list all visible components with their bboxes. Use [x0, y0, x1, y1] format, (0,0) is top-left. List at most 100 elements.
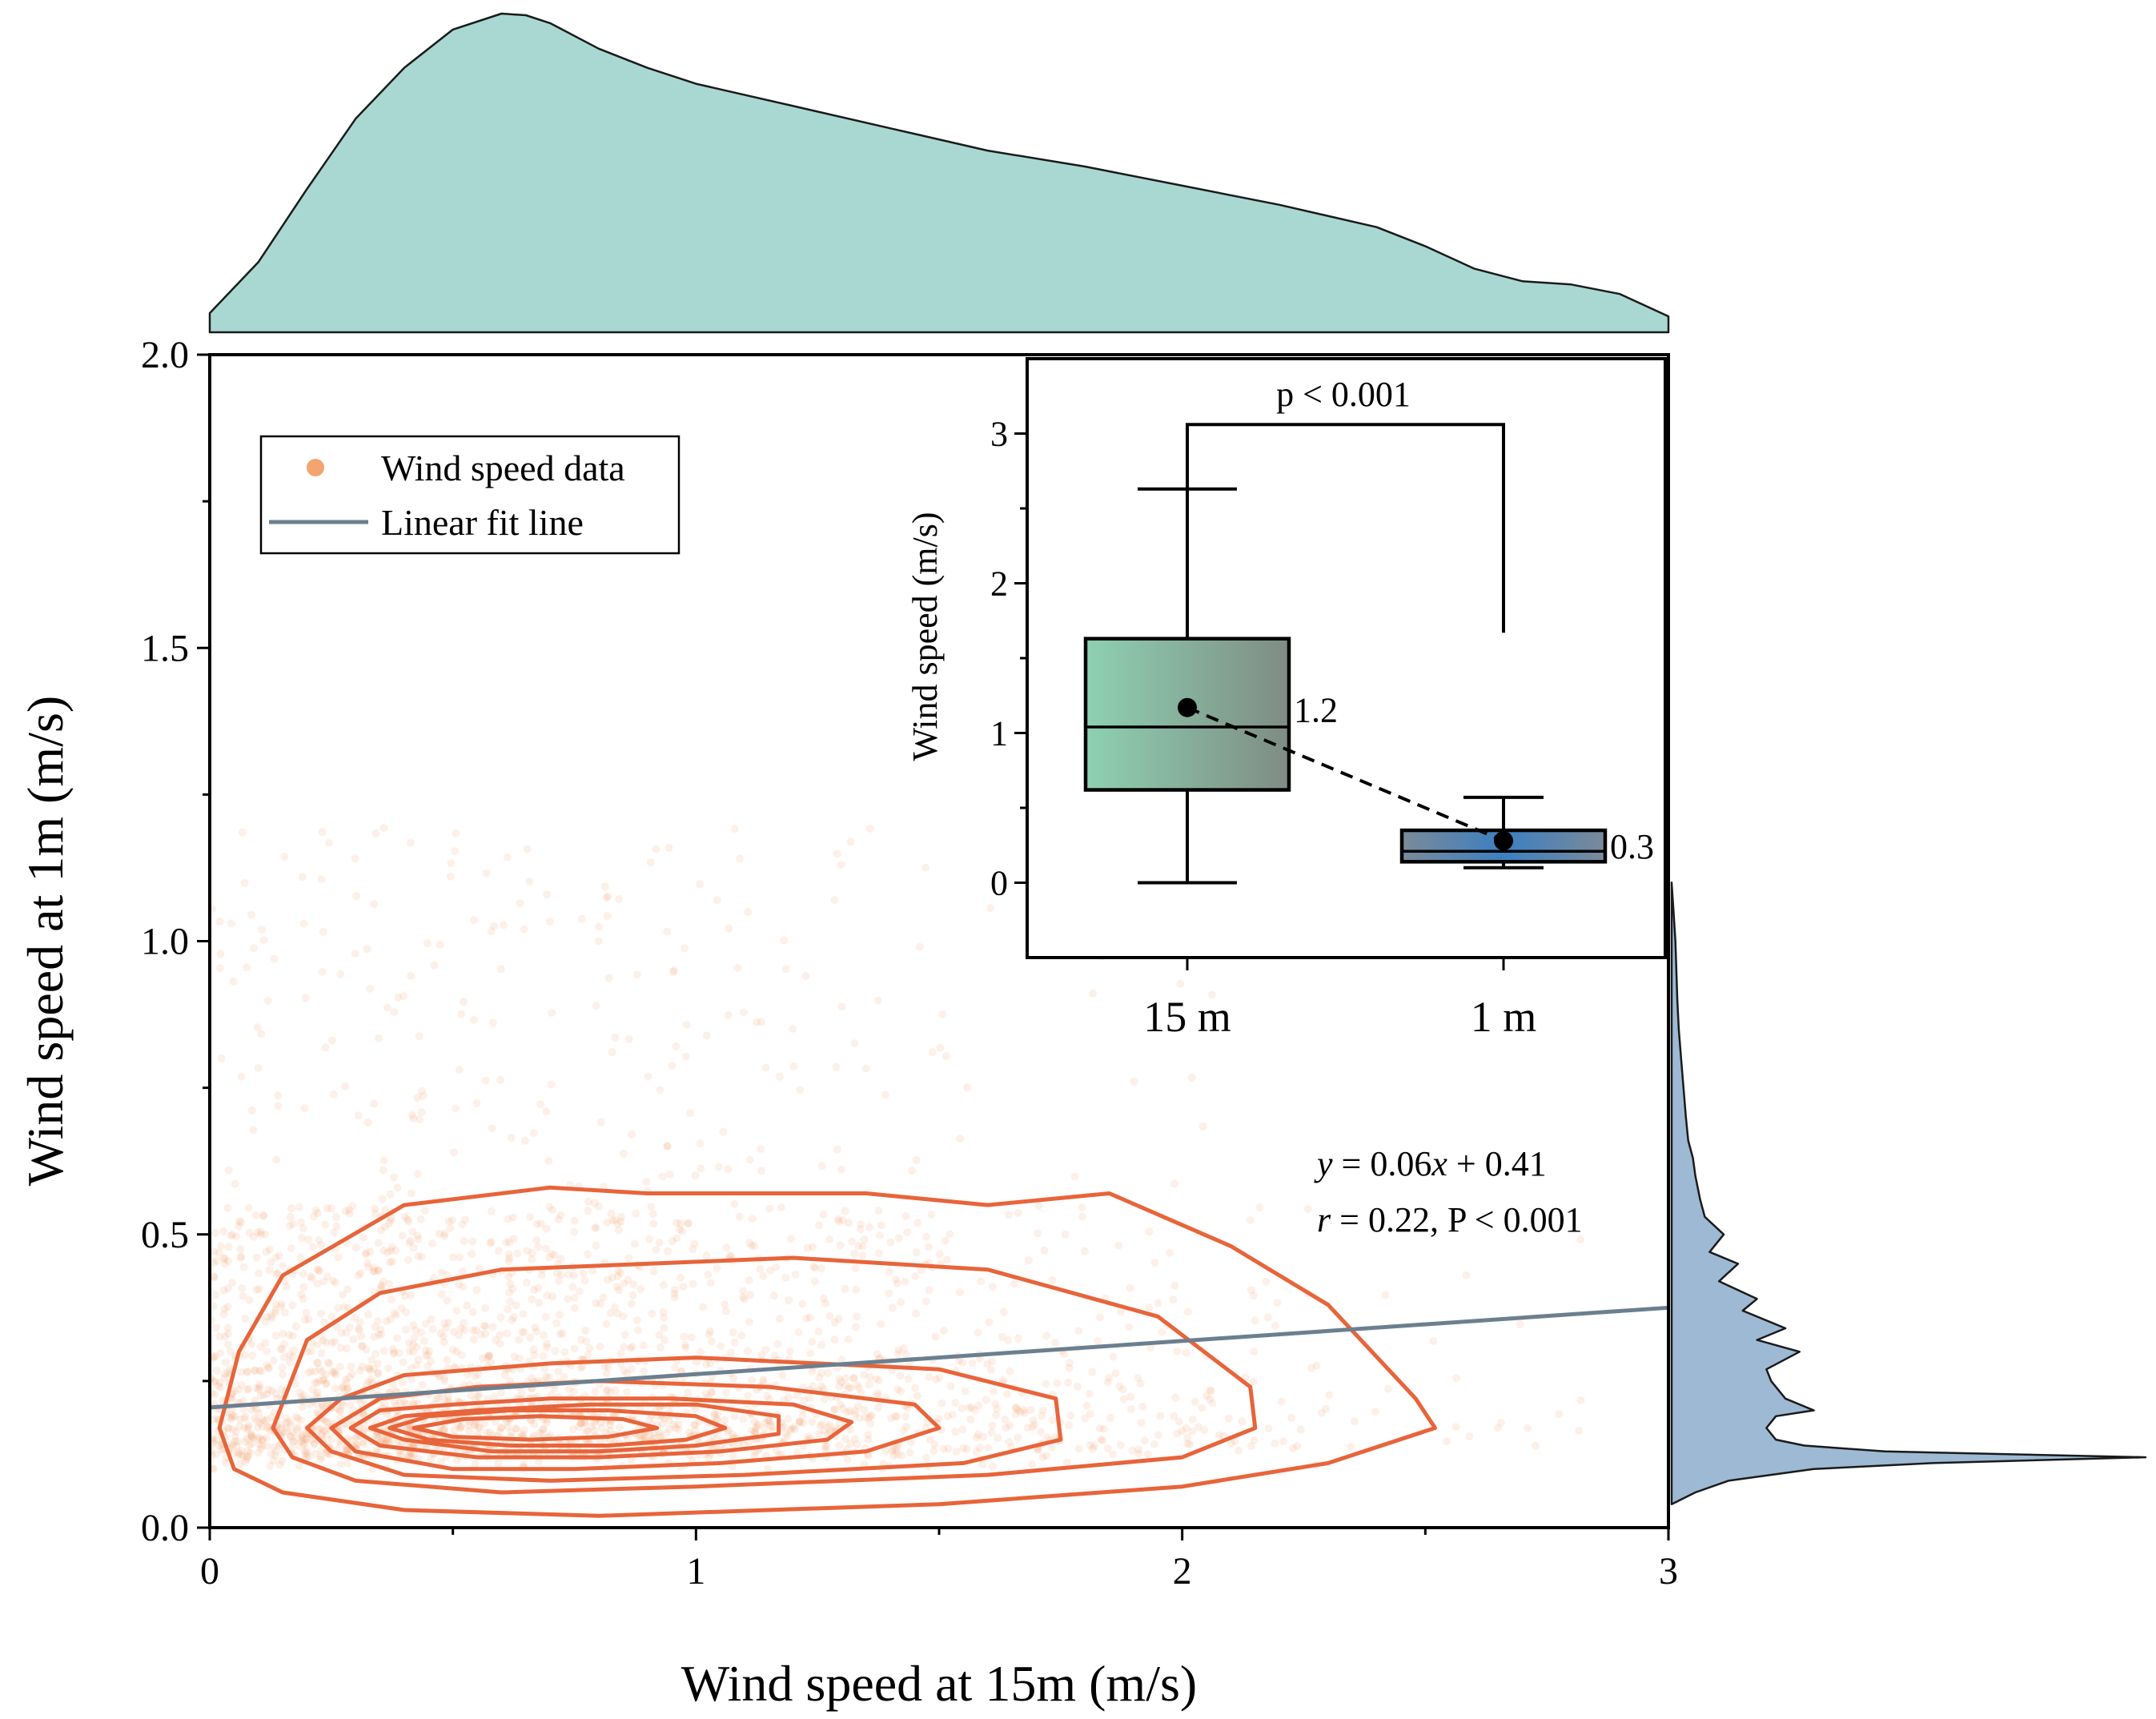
- scatter-point: [367, 1356, 376, 1364]
- scatter-point: [1038, 1412, 1046, 1420]
- scatter-point: [686, 1109, 694, 1118]
- scatter-point: [235, 1217, 243, 1226]
- scatter-point: [282, 1283, 291, 1291]
- scatter-point: [494, 1459, 503, 1468]
- scatter-point: [286, 1432, 295, 1440]
- stats-values: = 0.22, P < 0.001: [1331, 1200, 1582, 1239]
- scatter-point: [409, 1399, 418, 1408]
- scatter-point: [543, 1291, 552, 1299]
- scatter-point: [481, 1322, 490, 1331]
- scatter-point: [979, 1432, 988, 1441]
- scatter-point: [877, 1221, 885, 1230]
- mean-label-2: 0.3: [1610, 827, 1654, 866]
- scatter-point: [263, 1416, 271, 1424]
- scatter-point: [689, 1245, 697, 1254]
- scatter-point: [1384, 1384, 1393, 1393]
- scatter-point: [889, 1444, 897, 1453]
- scatter-point: [236, 1245, 245, 1254]
- scatter-point: [836, 1419, 845, 1428]
- scatter-point: [838, 1404, 847, 1413]
- scatter-point: [456, 1253, 464, 1262]
- scatter-point: [1011, 1410, 1020, 1419]
- scatter-point: [1183, 1433, 1192, 1442]
- scatter-point: [1146, 1343, 1154, 1352]
- scatter-point: [837, 1356, 846, 1364]
- scatter-point: [354, 1324, 363, 1333]
- scatter-point: [358, 1341, 367, 1350]
- scatter-point: [751, 1428, 759, 1436]
- scatter-point: [304, 1315, 313, 1323]
- scatter-point: [701, 1390, 710, 1398]
- scatter-point: [584, 1427, 592, 1436]
- scatter-point: [342, 1328, 351, 1337]
- scatter-point: [1097, 1436, 1105, 1444]
- scatter-point: [536, 1219, 545, 1228]
- scatter-point: [271, 1299, 280, 1308]
- scatter-point: [544, 1373, 553, 1382]
- scatter-point: [286, 1212, 295, 1221]
- scatter-point: [385, 1279, 394, 1288]
- scatter-point: [456, 1423, 465, 1432]
- scatter-point: [576, 1419, 585, 1428]
- scatter-point: [1271, 1322, 1279, 1330]
- scatter-point: [255, 1433, 263, 1442]
- scatter-point: [1066, 1412, 1075, 1420]
- scatter-point: [759, 1378, 768, 1386]
- scatter-point: [379, 1277, 387, 1286]
- scatter-point: [554, 1367, 563, 1376]
- scatter-point: [714, 1163, 723, 1171]
- scatter-point: [258, 926, 267, 934]
- scatter-point: [267, 1450, 275, 1459]
- scatter-point: [318, 828, 327, 837]
- scatter-point: [1227, 1439, 1235, 1448]
- scatter-point: [363, 1364, 372, 1372]
- scatter-point: [215, 1248, 223, 1257]
- scatter-point: [297, 1290, 306, 1299]
- scatter-point: [627, 1364, 636, 1373]
- scatter-point: [629, 1280, 638, 1289]
- scatter-point: [864, 1430, 873, 1439]
- scatter-point: [606, 1309, 615, 1318]
- scatter-point: [1134, 1445, 1142, 1454]
- scatter-point: [512, 1424, 520, 1433]
- scatter-point: [752, 1424, 761, 1432]
- scatter-point: [356, 1331, 365, 1340]
- scatter-point: [270, 1443, 279, 1452]
- scatter-point: [834, 1382, 843, 1391]
- scatter-point: [419, 1091, 428, 1100]
- scatter-point: [1116, 1440, 1125, 1449]
- scatter-point: [399, 1398, 408, 1407]
- scatter-point: [664, 1416, 673, 1425]
- scatter-point: [307, 1347, 315, 1356]
- scatter-point: [647, 1203, 655, 1211]
- scatter-point: [1030, 1420, 1038, 1429]
- scatter-point: [255, 1380, 263, 1389]
- scatter-point: [299, 1391, 308, 1400]
- scatter-point: [510, 1352, 519, 1361]
- scatter-point: [817, 1382, 826, 1391]
- scatter-point: [808, 1338, 817, 1346]
- scatter-point: [850, 1039, 859, 1048]
- scatter-point: [934, 1415, 943, 1423]
- scatter-point: [722, 1243, 731, 1252]
- scatter-point: [390, 1309, 399, 1317]
- scatter-point: [396, 1398, 405, 1407]
- scatter-point: [387, 1243, 396, 1251]
- scatter-point: [817, 1368, 825, 1377]
- scatter-point: [339, 1383, 347, 1392]
- scatter-point: [523, 845, 532, 853]
- scatter-point: [215, 964, 224, 973]
- scatter-point: [1255, 1203, 1264, 1211]
- scatter-point: [845, 1219, 853, 1227]
- scatter-point: [772, 1263, 780, 1271]
- scatter-point: [298, 1430, 307, 1439]
- scatter-point: [243, 1434, 251, 1443]
- scatter-point: [390, 1008, 399, 1016]
- scatter-point: [855, 1414, 864, 1423]
- scatter-point: [1028, 1423, 1037, 1432]
- scatter-point: [899, 1344, 908, 1353]
- scatter-point: [424, 1351, 432, 1360]
- scatter-point: [351, 1243, 360, 1252]
- scatter-point: [570, 1271, 578, 1279]
- scatter-point: [263, 1360, 271, 1369]
